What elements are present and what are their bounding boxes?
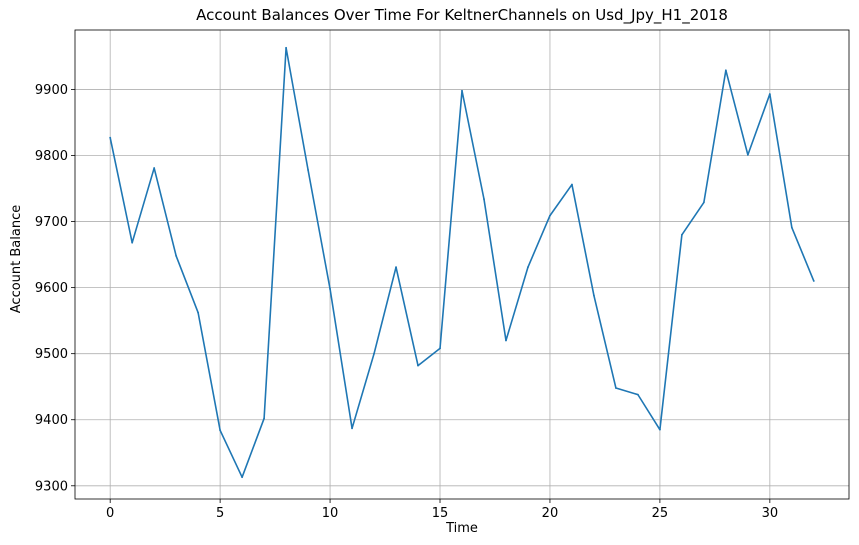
data-point	[175, 255, 178, 257]
x-axis-ticks: 0 5 10 15 20 25 30	[106, 499, 778, 521]
data-point	[109, 136, 112, 139]
data-point	[263, 417, 266, 420]
data-point	[680, 233, 683, 236]
data-point	[395, 266, 397, 269]
data-point	[637, 393, 639, 396]
x-tick-label: 10	[322, 506, 339, 521]
y-tick-label: 9300	[35, 479, 68, 494]
data-point	[658, 428, 661, 431]
data-point	[549, 214, 551, 217]
series-group	[109, 46, 815, 479]
data-point	[615, 387, 617, 389]
data-point	[417, 364, 419, 367]
data-point	[285, 46, 287, 49]
plot-frame	[74, 29, 850, 500]
data-point	[329, 288, 331, 290]
data-point	[241, 476, 244, 479]
y-tick-label: 9800	[35, 149, 68, 164]
x-tick-label: 30	[762, 506, 779, 521]
data-point	[724, 69, 727, 72]
data-point	[197, 311, 200, 314]
data-point	[812, 280, 815, 282]
y-tick-label: 9700	[35, 215, 68, 230]
data-point	[153, 167, 156, 169]
y-tick-label: 9600	[35, 281, 68, 296]
data-point	[746, 153, 749, 156]
data-point	[790, 226, 793, 229]
data-point	[307, 169, 309, 171]
y-tick-label: 9400	[35, 413, 68, 428]
y-axis-ticks: 9300 9400 9500 9600 9700 9800 9900	[35, 83, 75, 494]
data-point	[571, 183, 573, 186]
data-point	[505, 339, 507, 342]
x-axis-label: Time	[445, 521, 478, 536]
x-tick-label: 15	[432, 506, 449, 521]
x-tick-label: 20	[542, 506, 559, 521]
grid-lines	[75, 30, 849, 499]
y-tick-label: 9900	[35, 83, 68, 98]
data-point	[373, 352, 375, 355]
data-point	[439, 347, 441, 350]
data-point	[351, 427, 353, 430]
data-point	[461, 89, 463, 92]
data-point	[593, 294, 595, 297]
data-point	[768, 93, 771, 95]
chart-title: Account Balances Over Time For KeltnerCh…	[196, 6, 728, 25]
data-point	[527, 266, 529, 269]
data-point	[483, 198, 485, 201]
data-point	[131, 241, 134, 244]
x-tick-label: 25	[652, 506, 669, 521]
y-axis-label: Account Balance	[9, 205, 24, 313]
x-tick-label: 0	[106, 506, 114, 521]
data-point	[702, 201, 705, 204]
x-tick-label: 5	[216, 506, 224, 521]
y-tick-label: 9500	[35, 347, 68, 362]
data-point	[219, 429, 222, 432]
